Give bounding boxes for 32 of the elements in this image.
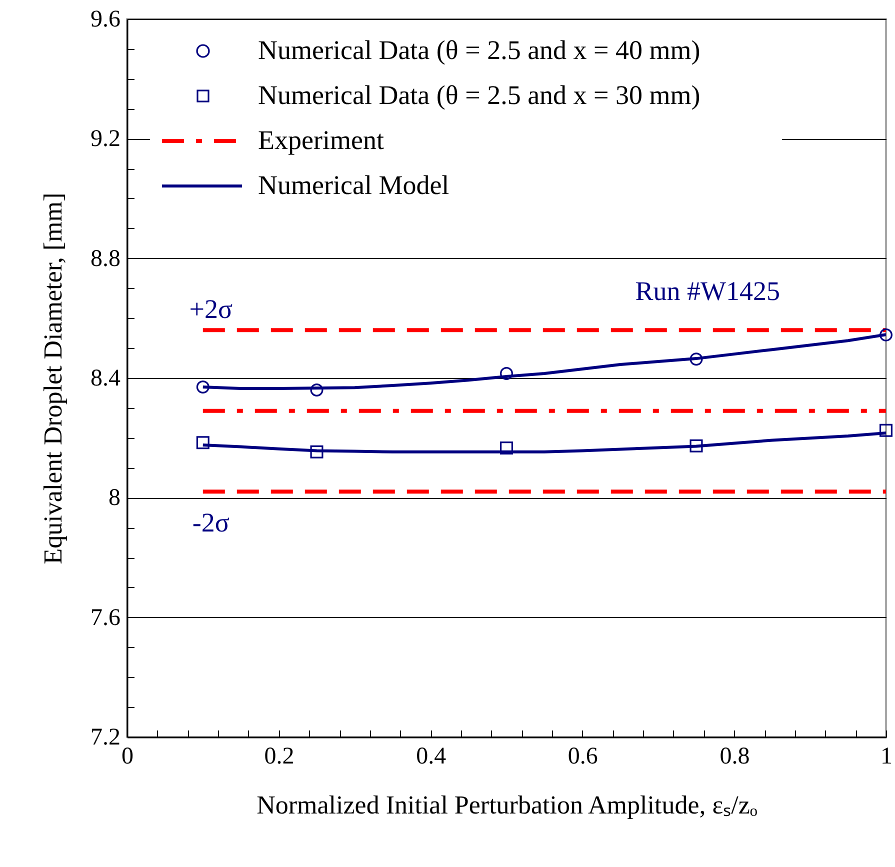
x-tick-label: 0.6 — [568, 744, 598, 770]
point — [196, 380, 210, 394]
y-tick-label: 9.6 — [90, 6, 120, 32]
y-tick-label: 8.8 — [90, 246, 120, 272]
annotation: +2σ — [189, 294, 233, 324]
point — [880, 328, 892, 342]
point — [690, 352, 703, 366]
annotation: -2σ — [192, 508, 230, 538]
point — [310, 445, 324, 458]
point — [690, 439, 703, 452]
point — [196, 436, 210, 450]
y-axis-title: Equivalent Droplet Diameter, [mm] — [38, 192, 68, 564]
y-tick-label: 9.2 — [90, 126, 120, 152]
legend-label: Numerical Model — [258, 170, 450, 201]
y-tick-label: 8.4 — [90, 366, 120, 392]
annotation: Run #W1425 — [635, 276, 780, 306]
point — [310, 383, 324, 396]
y-tick-label: 8 — [108, 485, 120, 512]
x-tick-label: 0 — [122, 744, 134, 770]
point — [500, 367, 513, 380]
legend-label: Numerical Data (θ = 2.5 and x = 40 mm) — [258, 35, 700, 66]
point — [500, 442, 513, 455]
x-tick-label: 0.8 — [720, 744, 750, 770]
x-axis-title: Normalized Initial Perturbation Amplitude, εₛ/zₒ — [256, 790, 758, 820]
point — [880, 424, 892, 437]
x-tick-label: 0.2 — [264, 744, 294, 770]
y-tick-label: 7.2 — [90, 724, 120, 750]
x-tick-label: 0.4 — [416, 744, 446, 770]
y-tick-label: 7.6 — [90, 604, 120, 631]
legend-label: Numerical Data (θ = 2.5 and x = 30 mm) — [258, 80, 700, 111]
legend-label: Experiment — [258, 125, 384, 156]
x-tick-label: 1 — [880, 744, 892, 770]
